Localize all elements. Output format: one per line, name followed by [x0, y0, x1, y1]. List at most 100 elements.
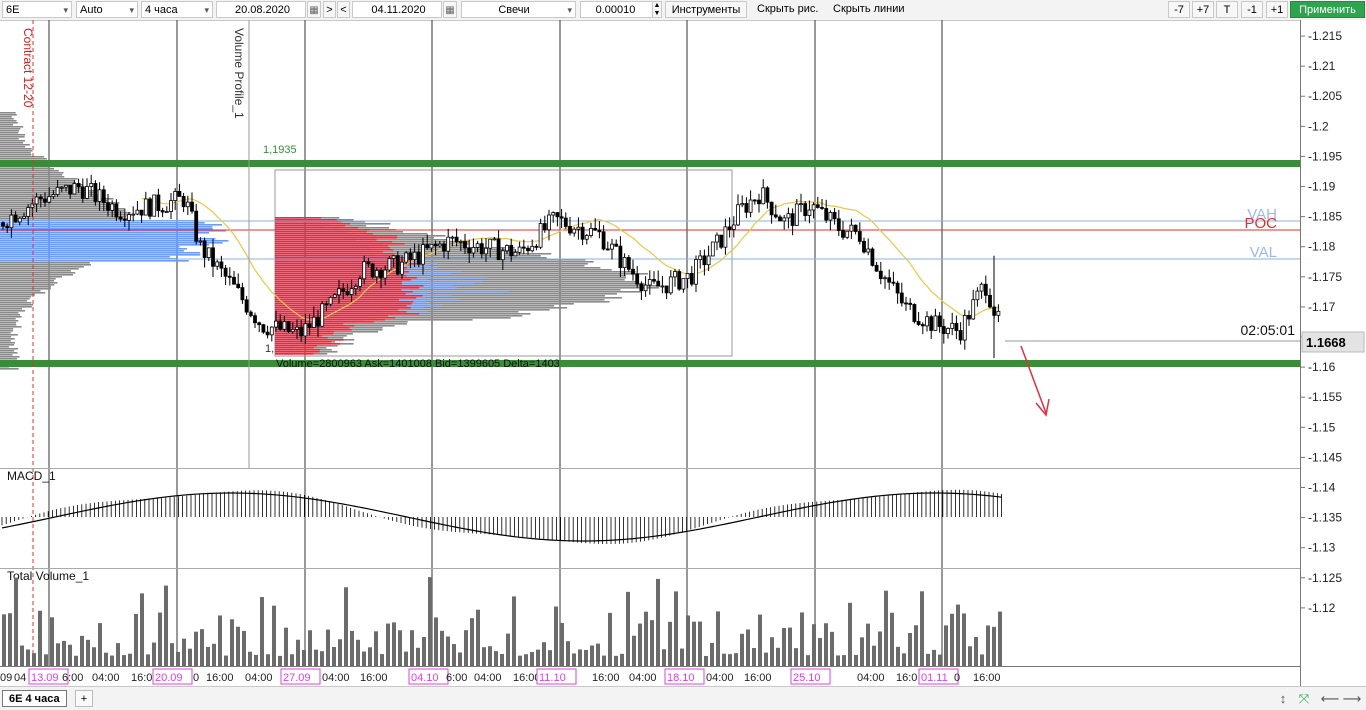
profile-bar [0, 250, 184, 252]
candle-body [740, 203, 745, 206]
candle-body [710, 241, 715, 257]
scroll-right-icon[interactable]: ⟶ [1342, 691, 1362, 706]
instruments-button[interactable]: Инструменты [665, 1, 747, 18]
time-tick-label: 16:00 [744, 672, 772, 684]
volume-bar [722, 653, 726, 666]
candle-body [244, 299, 249, 313]
profile-bar [275, 257, 415, 259]
candle-body [862, 240, 866, 253]
volume-bar [170, 643, 174, 666]
calendar-to-icon[interactable]: ▦ [443, 1, 457, 18]
profile-bar [0, 332, 11, 334]
candle-body [143, 198, 148, 216]
volume-bar [386, 623, 390, 666]
hide-drawings-button[interactable]: Скрыть рис. [757, 3, 819, 15]
nav-next-button[interactable]: > [323, 1, 336, 18]
candle-body [849, 224, 854, 232]
candle-body [211, 247, 215, 267]
calendar-from-icon[interactable]: ▦ [307, 1, 321, 18]
volume-bar [272, 605, 276, 666]
candle-body [160, 210, 165, 213]
candle-body [240, 287, 245, 301]
candle-body [454, 236, 459, 243]
candle-body [660, 285, 665, 288]
profile-bar [275, 241, 393, 243]
tick-size-field[interactable]: 0.00010 [580, 1, 662, 18]
volume-bar [944, 625, 948, 666]
price-tick-label: -1.135 [1308, 511, 1342, 525]
hide-lines-button[interactable]: Скрыть линии [833, 3, 905, 15]
symbol-select[interactable]: 6E [2, 1, 72, 19]
timeframe-select[interactable]: 4 часа [141, 1, 213, 19]
candle-body [51, 194, 56, 198]
price-chart[interactable]: Contract 12-20 Volume Profile_1 1,1935 1… [0, 20, 1366, 686]
plus7-button[interactable]: +7 [1192, 1, 1214, 18]
price-tick-label: -1.195 [1308, 149, 1342, 163]
volume-bar [956, 604, 960, 666]
candle-body [437, 243, 442, 247]
candle-body [463, 241, 467, 249]
fit-screen-icon[interactable]: ⤧ [1298, 691, 1310, 706]
profile-bar [275, 297, 417, 299]
candle-body [647, 279, 652, 286]
date-to-field[interactable]: 04.11.2020 [352, 1, 442, 18]
candle-body [387, 258, 392, 271]
candle-body [47, 196, 52, 203]
nav-prev-button[interactable]: < [337, 1, 350, 18]
candle-body [349, 288, 354, 295]
volume-bar [50, 617, 54, 666]
minus7-button[interactable]: -7 [1168, 1, 1190, 18]
candle-body [689, 273, 694, 285]
price-tick-label: -1.145 [1308, 450, 1342, 464]
volume-bar [902, 653, 906, 666]
tick-stepper[interactable]: ▲ ▼ [652, 1, 662, 18]
tab-6e-4h[interactable]: 6E 4 часа [2, 690, 67, 707]
date-from-field[interactable]: 20.08.2020 [216, 1, 306, 18]
candle-body [832, 211, 837, 220]
candle-body [374, 270, 379, 278]
candle-body [97, 189, 102, 202]
candle-body [358, 278, 362, 287]
profile-bar [275, 273, 399, 275]
profile-bar [0, 300, 27, 302]
candle-body [227, 275, 232, 278]
scroll-left-icon[interactable]: ⟵ [1320, 691, 1340, 706]
candle-body [236, 283, 241, 288]
scale-mode-select[interactable]: Auto [76, 1, 138, 19]
volume-bar [770, 637, 774, 666]
profile-bar [0, 156, 45, 158]
chart-type-select[interactable]: Свечи [461, 1, 576, 19]
candle-body [937, 315, 942, 327]
candle-body [916, 321, 921, 325]
profile-bar [275, 249, 515, 251]
profile-bar [275, 251, 383, 253]
profile-bar [275, 259, 586, 261]
minus1-button[interactable]: -1 [1241, 1, 1263, 18]
volume-bar [896, 646, 900, 666]
candle-body [589, 227, 593, 236]
candle-body [471, 247, 476, 254]
profile-bar [0, 124, 14, 126]
volume-bar [284, 627, 288, 666]
volume-bar [728, 654, 732, 666]
profile-bar [275, 293, 617, 295]
candle-body [778, 216, 782, 222]
candle-body [908, 302, 913, 305]
profile-bar [0, 244, 210, 246]
volume-bar [74, 655, 78, 666]
profile-bar [0, 226, 213, 228]
add-tab-button[interactable]: + [75, 690, 93, 707]
volume-bar [590, 645, 594, 666]
profile-bar [275, 345, 318, 347]
volume-bar [206, 647, 210, 666]
profile-bar [0, 224, 223, 226]
candle-body [442, 243, 446, 252]
volume-bar [512, 596, 516, 666]
candle-body [337, 288, 341, 296]
t-button[interactable]: T [1216, 1, 1238, 18]
candle-body [391, 255, 396, 259]
candle-body [425, 244, 430, 249]
apply-button[interactable]: Применить [1290, 1, 1365, 18]
plus1-button[interactable]: +1 [1266, 1, 1288, 18]
resize-vertical-icon[interactable]: ↕ [1279, 691, 1287, 706]
